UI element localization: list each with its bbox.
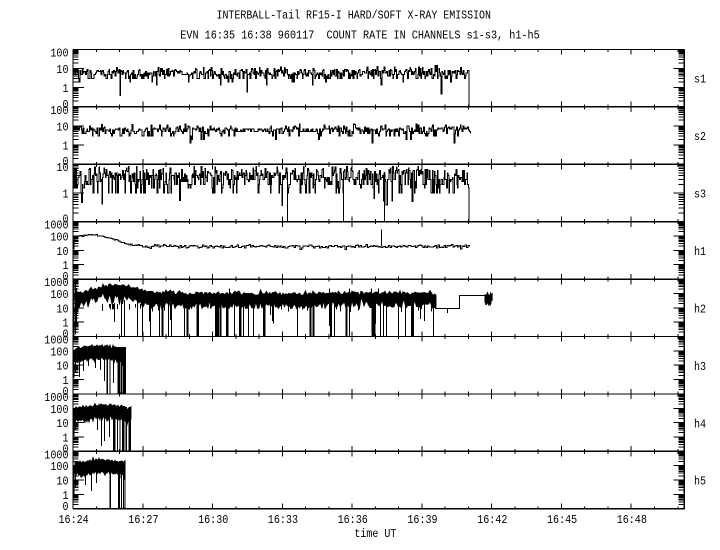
svg-text:1: 1 [63, 82, 69, 96]
svg-text:10: 10 [56, 475, 68, 489]
svg-text:1000: 1000 [44, 334, 68, 348]
svg-text:1000: 1000 [44, 219, 68, 233]
svg-text:1000: 1000 [44, 448, 68, 462]
svg-text:1: 1 [63, 432, 69, 446]
svg-text:100: 100 [50, 104, 68, 118]
svg-text:1: 1 [63, 374, 69, 388]
svg-text:10: 10 [56, 417, 68, 431]
svg-text:0: 0 [63, 270, 69, 284]
svg-text:1000: 1000 [44, 276, 68, 290]
svg-text:1: 1 [63, 140, 69, 154]
svg-text:16:42: 16:42 [477, 513, 507, 527]
svg-text:100: 100 [50, 46, 68, 60]
svg-text:16:24: 16:24 [59, 513, 89, 527]
svg-text:time UT: time UT [354, 527, 396, 541]
svg-text:100: 100 [50, 460, 68, 474]
svg-text:1: 1 [63, 317, 69, 331]
svg-text:1: 1 [63, 489, 69, 503]
svg-text:0: 0 [63, 155, 69, 169]
svg-text:16:33: 16:33 [268, 513, 298, 527]
svg-text:1: 1 [63, 188, 69, 202]
svg-text:0: 0 [63, 442, 69, 456]
svg-text:100: 100 [50, 345, 68, 359]
svg-text:16:48: 16:48 [617, 513, 647, 527]
svg-text:10: 10 [56, 121, 68, 135]
svg-text:100: 100 [50, 403, 68, 417]
svg-text:10: 10 [56, 63, 68, 77]
svg-text:INTERBALL-Tail RF15-I HARD/SOF: INTERBALL-Tail RF15-I HARD/SOFT X-RAY EM… [217, 9, 492, 23]
svg-text:s2: s2 [694, 130, 706, 144]
svg-text:0: 0 [63, 328, 69, 342]
svg-text:0: 0 [63, 98, 69, 112]
svg-text:16:39: 16:39 [407, 513, 437, 527]
svg-text:16:30: 16:30 [198, 513, 228, 527]
svg-text:100: 100 [50, 231, 68, 245]
svg-text:h5: h5 [694, 475, 706, 489]
svg-text:h2: h2 [694, 302, 706, 316]
svg-text:1: 1 [63, 259, 69, 273]
svg-text:10: 10 [56, 245, 68, 259]
svg-text:h3: h3 [694, 360, 706, 374]
svg-text:0: 0 [63, 500, 69, 514]
svg-text:EVN 16:35 16:38 960117 COUNT: EVN 16:35 16:38 960117 COUNT RATE IN CHA… [180, 29, 539, 43]
svg-text:0: 0 [63, 385, 69, 399]
svg-text:16:45: 16:45 [547, 513, 577, 527]
svg-text:s3: s3 [694, 188, 706, 202]
svg-text:10: 10 [56, 360, 68, 374]
svg-text:16:36: 16:36 [338, 513, 368, 527]
svg-text:1000: 1000 [44, 391, 68, 405]
svg-text:s1: s1 [694, 73, 706, 87]
svg-text:100: 100 [50, 288, 68, 302]
svg-text:10: 10 [56, 161, 68, 175]
svg-text:0: 0 [63, 213, 69, 227]
svg-text:h4: h4 [694, 417, 706, 431]
svg-text:10: 10 [56, 302, 68, 316]
svg-text:16:27: 16:27 [128, 513, 158, 527]
svg-text:h1: h1 [694, 245, 706, 259]
